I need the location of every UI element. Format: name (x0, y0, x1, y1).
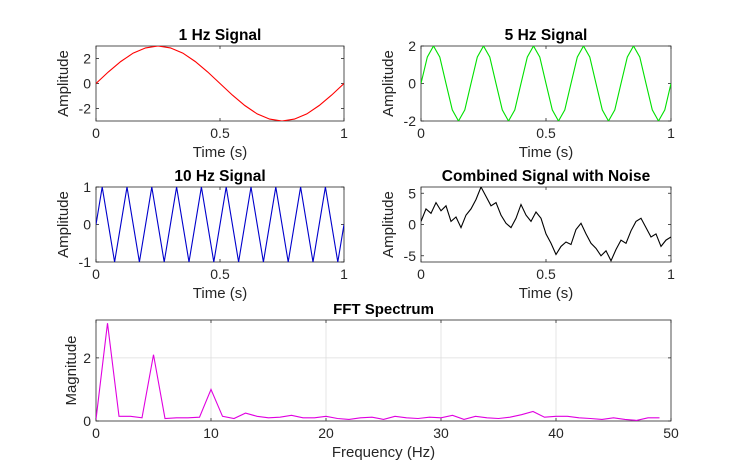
y-axis-label: Amplitude (55, 191, 72, 258)
y-axis-label: Amplitude (55, 50, 72, 117)
plot-title: 5 Hz Signal (505, 27, 588, 44)
y-tick-label: -5 (404, 248, 417, 264)
x-tick-label: 30 (433, 425, 449, 441)
y-tick-label: -2 (404, 113, 417, 129)
x-tick-label: 1 (340, 125, 348, 141)
x-tick-label: 0.5 (210, 125, 230, 141)
plot-title: 10 Hz Signal (174, 168, 265, 185)
plot-area (420, 186, 672, 263)
y-tick-label: 0 (408, 76, 416, 92)
y-tick-label: -2 (79, 101, 92, 117)
y-tick-label: 5 (408, 185, 416, 201)
y-tick-label: 2 (83, 51, 91, 67)
x-axis-label: Time (s) (519, 285, 573, 302)
y-axis-label: Amplitude (380, 50, 397, 117)
x-tick-label: 0.5 (536, 125, 556, 141)
y-tick-label: 0 (83, 76, 91, 92)
x-tick-label: 10 (203, 425, 219, 441)
series-line (96, 323, 660, 421)
y-axis-label: Magnitude (63, 335, 80, 405)
y-axis-label: Amplitude (380, 191, 397, 258)
y-tick-label: 0 (408, 217, 416, 233)
x-tick-label: 1 (667, 266, 675, 282)
x-tick-label: 40 (548, 425, 564, 441)
plot-area (95, 319, 672, 422)
plot-title: FFT Spectrum (333, 301, 434, 318)
x-tick-label: 0 (92, 266, 100, 282)
y-tick-label: 0 (83, 413, 91, 429)
x-tick-label: 0 (417, 266, 425, 282)
x-axis-label: Time (s) (519, 144, 573, 161)
plot-fft-spectrum: 0 10 20 30 40 50 0 2 FFT Spectrum Frequency (Hz) M… (63, 301, 679, 461)
x-axis-label: Time (s) (193, 144, 247, 161)
x-axis-label: Frequency (Hz) (332, 444, 435, 461)
x-tick-label: 20 (318, 425, 334, 441)
x-axis-label: Time (s) (193, 285, 247, 302)
y-tick-label: 2 (408, 38, 416, 54)
plot-title: 1 Hz Signal (179, 27, 262, 44)
x-tick-label: 0 (92, 425, 100, 441)
series-line (96, 46, 344, 121)
series-line (421, 187, 671, 262)
plot-title: Combined Signal with Noise (442, 168, 651, 185)
x-tick-label: 1 (667, 125, 675, 141)
series-line (96, 187, 344, 262)
y-tick-label: 0 (83, 217, 91, 233)
x-tick-label: 0.5 (536, 266, 556, 282)
y-tick-label: 2 (83, 350, 91, 366)
x-tick-label: 1 (340, 266, 348, 282)
y-tick-label: 1 (83, 179, 91, 195)
series-line (421, 46, 671, 121)
x-tick-label: 0.5 (210, 266, 230, 282)
x-tick-label: 50 (663, 425, 679, 441)
x-tick-label: 0 (92, 125, 100, 141)
y-tick-label: -1 (79, 254, 92, 270)
x-tick-label: 0 (417, 125, 425, 141)
